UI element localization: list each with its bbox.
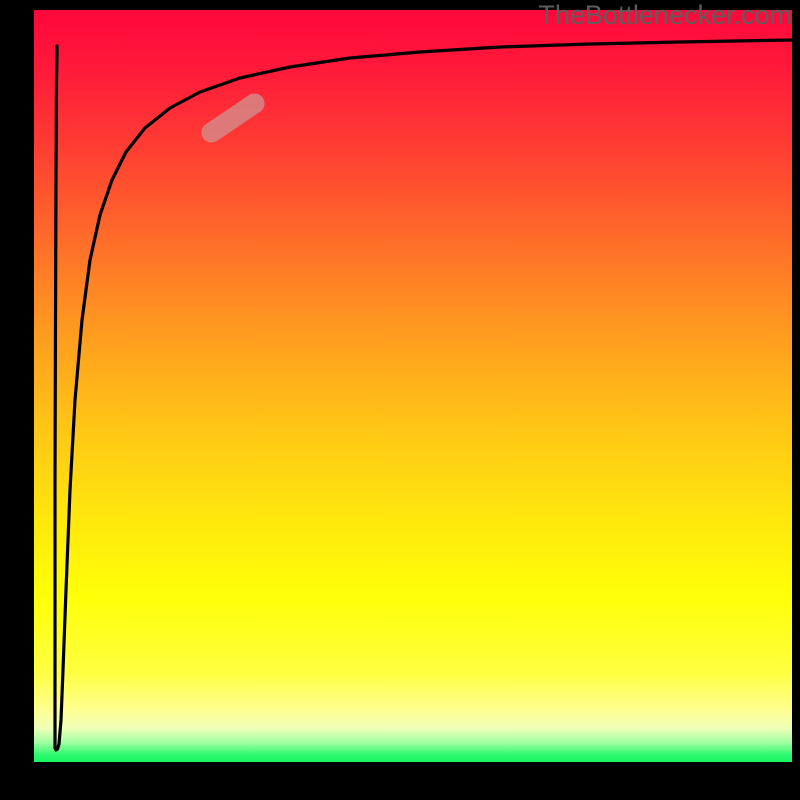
watermark-text: TheBottlenecker.com (538, 2, 792, 29)
plot-background (34, 10, 792, 762)
x-axis-band (0, 762, 800, 800)
chart-container: TheBottlenecker.com (0, 0, 800, 800)
y-axis-band (0, 0, 34, 800)
chart-svg (0, 0, 800, 800)
